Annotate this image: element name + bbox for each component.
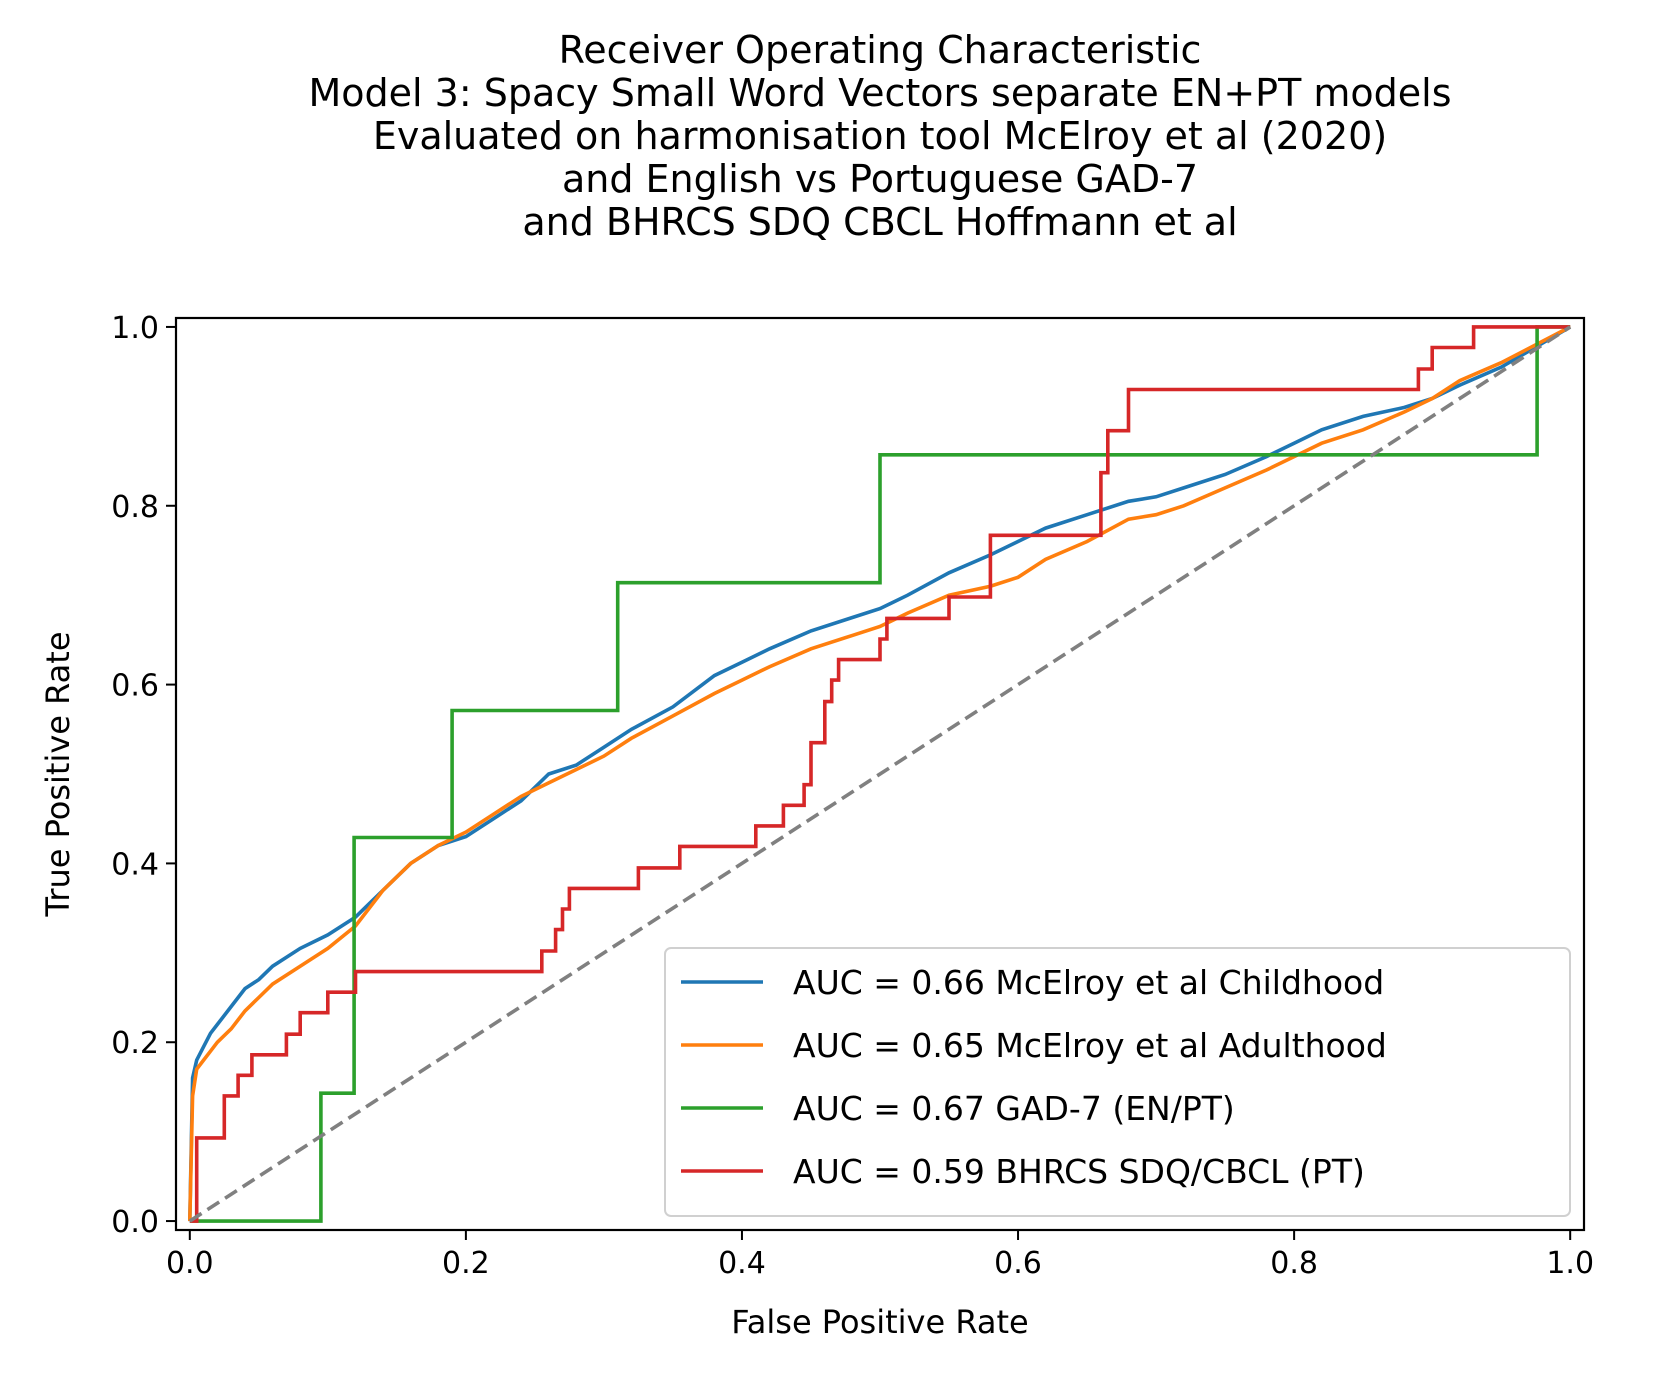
legend-label: AUC = 0.59 BHRCS SDQ/CBCL (PT) [793,1152,1365,1191]
x-tick-label: 0.0 [166,1246,214,1281]
y-axis-label: True Positive Rate [39,631,77,917]
title-line: and BHRCS SDQ CBCL Hoffmann et al [522,200,1237,244]
title-line: Receiver Operating Characteristic [559,28,1202,72]
series-line-0 [188,325,1572,1222]
title-line: and English vs Portuguese GAD-7 [562,157,1198,201]
x-axis: 0.0 0.2 0.4 0.6 0.8 1.0 [166,1230,1594,1281]
chance-diagonal-line [188,325,1572,1223]
series-line-1 [188,325,1572,1222]
y-tick-label: 0.8 [111,490,159,525]
x-tick-label: 0.6 [994,1246,1042,1281]
y-tick-label: 1.0 [111,311,159,346]
title-line: Evaluated on harmonisation tool McElroy … [373,114,1387,158]
x-tick-label: 0.8 [1270,1246,1318,1281]
y-axis: 0.0 0.2 0.4 0.6 0.8 1.0 [111,311,176,1240]
y-tick-label: 0.6 [111,669,159,704]
plot-area [174,316,1586,1232]
legend-label: AUC = 0.67 GAD-7 (EN/PT) [793,1089,1235,1128]
axes-frame [174,316,1586,1232]
y-tick-label: 0.4 [111,847,159,882]
series-line-3 [189,325,1571,1223]
y-tick-label: 0.0 [111,1205,159,1240]
x-tick-label: 0.2 [442,1246,490,1281]
series-line-2 [189,325,1571,1223]
y-tick-label: 0.2 [111,1026,159,1061]
legend-label: AUC = 0.66 McElroy et al Childhood [793,963,1384,1002]
x-tick-label: 0.4 [718,1246,766,1281]
legend: AUC = 0.66 McElroy et al Childhood AUC = … [664,947,1571,1217]
title-line: Model 3: Spacy Small Word Vectors separa… [308,71,1451,115]
legend-label: AUC = 0.65 McElroy et al Adulthood [793,1026,1387,1065]
x-tick-label: 1.0 [1546,1246,1594,1281]
series-group [188,325,1572,1223]
legend-box [664,947,1571,1217]
x-axis-label: False Positive Rate [731,1303,1028,1341]
